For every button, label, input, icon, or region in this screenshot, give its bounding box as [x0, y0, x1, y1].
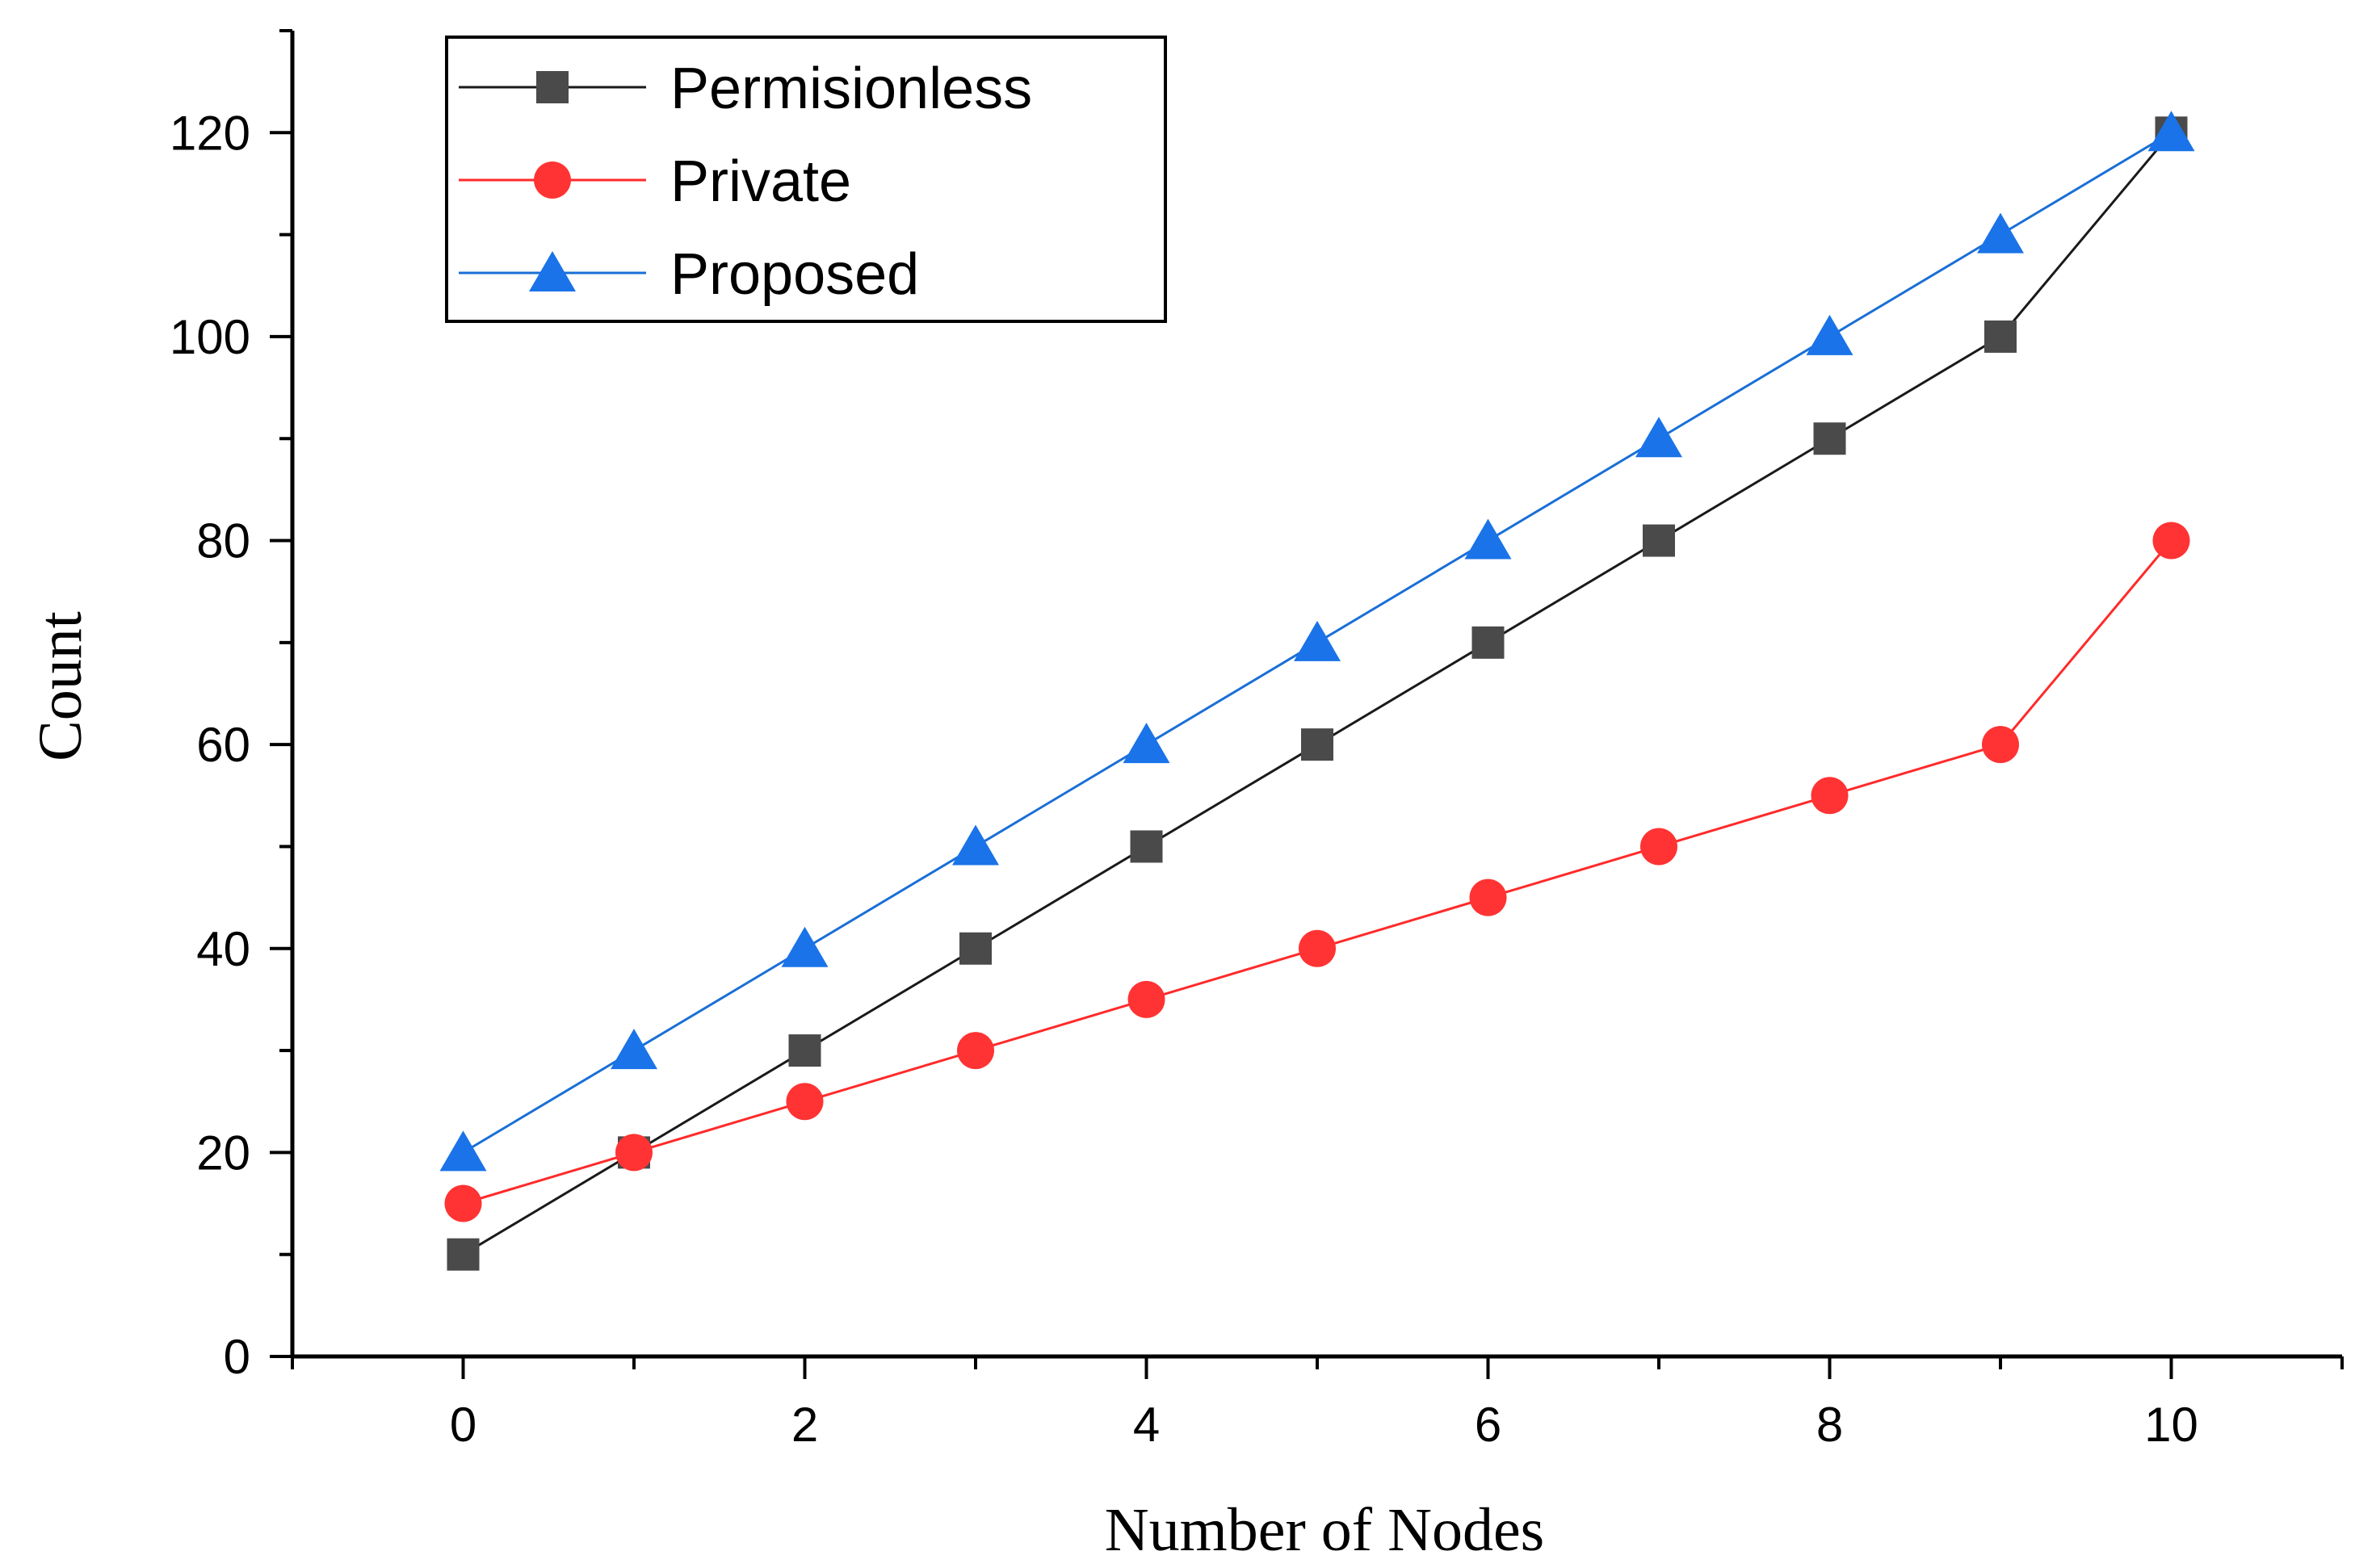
y-tick-label: 60: [196, 718, 250, 772]
y-tick-label: 80: [196, 514, 250, 568]
x-tick-label: 10: [2144, 1398, 2198, 1452]
data-point: [1813, 422, 1846, 455]
data-point: [786, 1083, 824, 1121]
legend-label: Proposed: [670, 242, 919, 307]
y-tick-label: 20: [196, 1126, 250, 1180]
data-point: [1806, 314, 1853, 355]
data-point: [788, 1034, 821, 1067]
data-point: [1469, 878, 1507, 916]
data-point: [1635, 417, 1682, 458]
data-point: [1982, 726, 2019, 764]
x-axis-title: Number of Nodes: [1105, 1496, 1545, 1564]
data-point: [1123, 723, 1170, 764]
y-tick-label: 0: [224, 1330, 250, 1384]
data-point: [1294, 620, 1341, 661]
data-point: [2147, 111, 2195, 152]
x-tick-label: 2: [791, 1398, 818, 1452]
data-point: [1811, 777, 1849, 815]
series-layer: [439, 111, 2195, 1271]
data-point: [1984, 320, 2017, 353]
data-point: [1471, 626, 1505, 659]
y-tick-label: 120: [170, 106, 250, 160]
series-private: [444, 522, 2190, 1222]
y-tick-label: 40: [196, 922, 250, 976]
data-point: [615, 1134, 653, 1172]
data-point: [2152, 522, 2190, 560]
y-axis-title: Count: [27, 611, 94, 761]
x-tick-label: 0: [450, 1398, 476, 1452]
data-point: [1464, 518, 1512, 560]
data-point: [439, 1130, 487, 1172]
data-point: [957, 1032, 994, 1070]
data-point: [1299, 929, 1336, 967]
data-point: [1127, 980, 1165, 1018]
data-point: [1640, 828, 1677, 866]
x-tick-label: 4: [1133, 1398, 1160, 1452]
data-point: [447, 1238, 480, 1271]
data-point: [1301, 728, 1333, 761]
data-point: [1130, 830, 1163, 863]
data-point: [959, 932, 992, 965]
legend-marker: [536, 71, 569, 103]
data-point: [1977, 212, 2024, 254]
legend-label: Private: [670, 149, 851, 214]
data-point: [781, 926, 829, 967]
data-point: [952, 824, 999, 866]
data-point: [1643, 524, 1675, 557]
y-tick-label: 100: [170, 310, 250, 364]
legend-label: Permisionless: [670, 57, 1032, 121]
legend-marker: [534, 161, 571, 199]
x-tick-label: 8: [1816, 1398, 1843, 1452]
legend-marker: [529, 251, 576, 291]
x-tick-label: 6: [1475, 1398, 1501, 1452]
data-point: [444, 1184, 482, 1222]
series-proposed: [439, 111, 2195, 1172]
data-point: [611, 1029, 657, 1070]
legend: Permisionless Private Proposed: [445, 36, 1167, 323]
